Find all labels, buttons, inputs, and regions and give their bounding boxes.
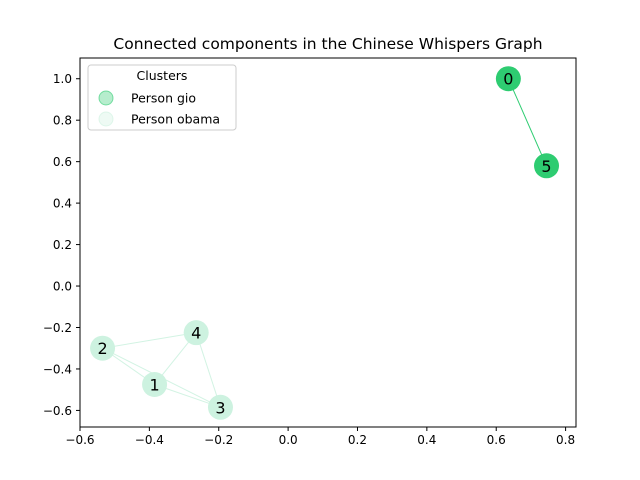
graph-node <box>207 394 233 420</box>
y-tick-label: 0.6 <box>53 155 72 169</box>
y-tick-label: 0.8 <box>53 114 72 128</box>
graph-node <box>90 335 116 361</box>
chart-title: Connected components in the Chinese Whis… <box>113 35 542 53</box>
y-tick-label: 0.2 <box>53 238 72 252</box>
x-tick-label: −0.2 <box>204 433 233 447</box>
legend: Clusters Person gio Person obama <box>87 64 237 131</box>
graph-node <box>495 66 521 92</box>
node-label: 2 <box>97 339 107 358</box>
graph-edge <box>102 332 197 349</box>
x-tick-label: 0.0 <box>279 433 298 447</box>
node-label: 1 <box>149 376 159 395</box>
plot-area: 0 5 1 2 3 4 −0.6 −0.4 −0.2 0.0 0.2 0.4 0.6 0.8 −0.6 −0.… <box>43 57 577 447</box>
legend-label: Person obama <box>131 112 220 127</box>
node-label: 4 <box>191 324 201 343</box>
y-tick-label: 0.0 <box>53 280 72 294</box>
y-tick-label: 1.0 <box>53 72 72 86</box>
legend-label: Person gio <box>131 91 196 106</box>
graph-node <box>183 320 209 346</box>
x-tick-label: 0.8 <box>556 433 575 447</box>
legend-box <box>87 64 237 131</box>
node-label: 3 <box>215 398 225 417</box>
node-label: 0 <box>503 70 513 89</box>
y-tick-label: −0.6 <box>43 404 72 418</box>
graph-node <box>534 153 560 179</box>
x-tick-label: −0.4 <box>135 433 164 447</box>
graph-edge <box>507 78 547 166</box>
x-tick-label: 0.4 <box>417 433 436 447</box>
legend-marker <box>98 90 114 106</box>
x-tick-label: −0.6 <box>65 433 94 447</box>
graph-edge <box>195 332 221 408</box>
legend-title: Clusters <box>137 68 188 83</box>
graph-node <box>142 372 168 398</box>
y-tick-label: 0.4 <box>53 197 72 211</box>
y-tick-label: −0.2 <box>43 321 72 335</box>
y-tick-label: −0.4 <box>43 362 72 376</box>
node-label: 5 <box>541 157 551 176</box>
legend-marker <box>98 111 114 127</box>
x-tick-label: 0.2 <box>348 433 367 447</box>
x-tick-label: 0.6 <box>487 433 506 447</box>
axes-frame <box>79 57 577 428</box>
